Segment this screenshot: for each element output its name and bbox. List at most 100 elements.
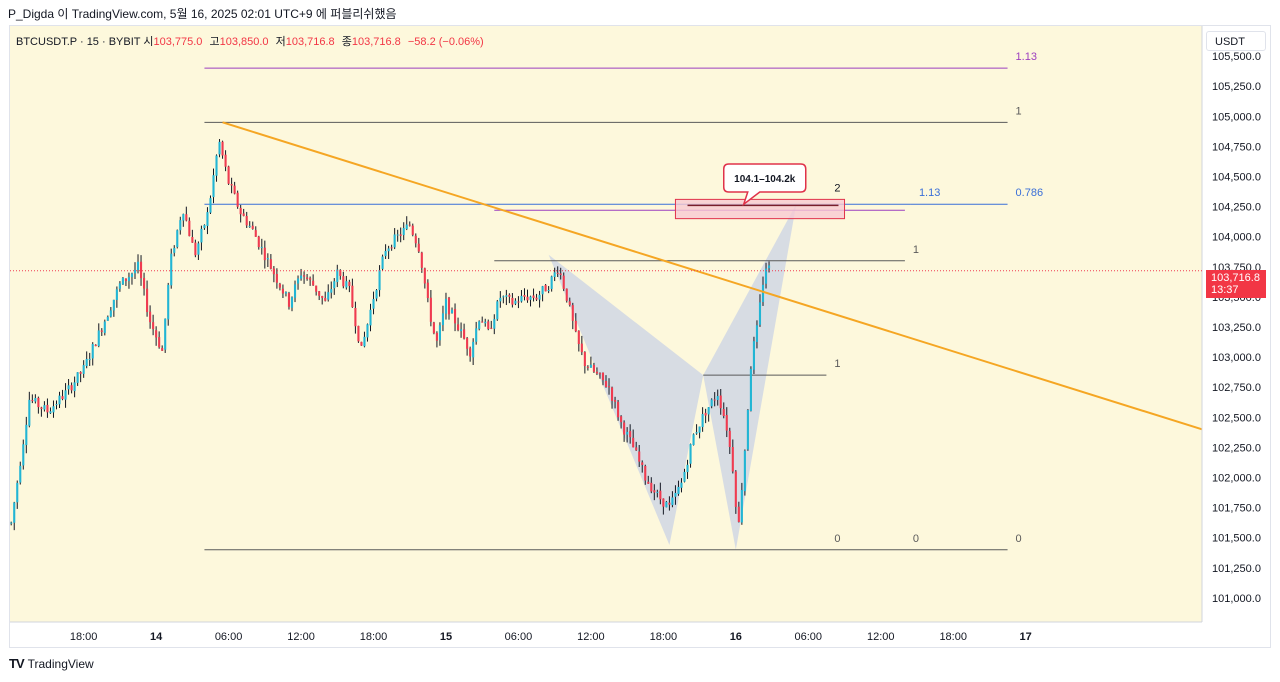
candle-down bbox=[571, 305, 574, 321]
candle-down bbox=[429, 297, 432, 322]
candle-down bbox=[269, 259, 272, 269]
candle-up bbox=[484, 321, 487, 324]
candle-up bbox=[345, 281, 348, 288]
candle-up bbox=[743, 450, 746, 492]
candle-up bbox=[218, 141, 221, 155]
close-value: 103,716.8 bbox=[351, 36, 401, 48]
candle-up bbox=[127, 277, 131, 282]
candle-up bbox=[472, 341, 475, 358]
candle-down bbox=[601, 372, 605, 381]
candle-up bbox=[67, 385, 70, 390]
candle-down bbox=[315, 285, 318, 292]
candle-up bbox=[25, 424, 28, 446]
candle-up bbox=[64, 390, 67, 400]
candle-down bbox=[511, 297, 514, 305]
y-tick-label: 104,500.0 bbox=[1212, 172, 1261, 184]
symbol-name: BTCUSDT.P · 15 · BYBIT bbox=[16, 36, 141, 48]
candle-down bbox=[339, 269, 342, 276]
candle-up bbox=[133, 269, 137, 274]
high-value: 103,850.0 bbox=[219, 36, 269, 48]
candle-up bbox=[19, 465, 22, 483]
candle-up bbox=[179, 220, 182, 231]
candle-up bbox=[209, 198, 212, 213]
candle-up bbox=[82, 365, 85, 374]
x-tick-label: 12:00 bbox=[867, 631, 895, 643]
candle-down bbox=[719, 395, 722, 409]
candle-up bbox=[764, 268, 768, 284]
candle-down bbox=[31, 400, 34, 402]
candle-up bbox=[333, 281, 336, 289]
candle-down bbox=[632, 437, 635, 448]
candle-down bbox=[635, 447, 638, 451]
bar-countdown: 13:37 bbox=[1211, 284, 1239, 296]
footer-brand[interactable]: TV TradingView bbox=[9, 656, 94, 671]
candle-up bbox=[626, 431, 629, 435]
candle-up bbox=[589, 364, 592, 368]
candle-down bbox=[251, 225, 254, 229]
candle-down bbox=[517, 301, 520, 303]
candle-up bbox=[740, 490, 743, 523]
candle-up bbox=[405, 224, 408, 230]
candle-down bbox=[426, 282, 429, 299]
currency-button[interactable]: USDT bbox=[1206, 31, 1266, 51]
candle-up bbox=[478, 321, 481, 329]
candle-down bbox=[321, 295, 324, 298]
candle-down bbox=[490, 327, 493, 329]
candle-up bbox=[677, 486, 680, 494]
candle-up bbox=[206, 212, 209, 226]
brand-name: TradingView bbox=[27, 656, 94, 671]
candle-down bbox=[580, 343, 583, 353]
candle-down bbox=[532, 295, 535, 298]
candle-down bbox=[306, 277, 309, 279]
candle-down bbox=[728, 430, 731, 448]
candle-up bbox=[547, 290, 550, 292]
candle-up bbox=[167, 284, 170, 320]
candle-down bbox=[568, 301, 571, 306]
candle-up bbox=[520, 295, 523, 302]
candle-up bbox=[369, 309, 372, 326]
candle-down bbox=[457, 324, 460, 331]
candle-up bbox=[299, 275, 303, 279]
candle-down bbox=[523, 294, 526, 297]
candle-up bbox=[366, 324, 369, 338]
candle-down bbox=[185, 214, 188, 221]
candle-down bbox=[420, 252, 423, 268]
symbol-legend[interactable]: BTCUSDT.P · 15 · BYBIT 시103,775.0 고103,8… bbox=[16, 33, 488, 49]
candle-down bbox=[37, 397, 40, 408]
candle-down bbox=[668, 502, 671, 505]
candle-down bbox=[61, 396, 64, 400]
candle-down bbox=[526, 296, 529, 301]
pattern-xab-triangle bbox=[548, 254, 704, 545]
candle-down bbox=[614, 400, 617, 402]
candle-up bbox=[686, 464, 689, 473]
candle-up bbox=[85, 358, 88, 367]
candle-down bbox=[233, 185, 236, 194]
target-callout-label: 104.1–104.2k bbox=[734, 174, 796, 185]
y-tick-label: 101,500.0 bbox=[1212, 533, 1261, 545]
x-tick-label: 15 bbox=[440, 631, 452, 643]
candle-down bbox=[565, 288, 568, 301]
candle-up bbox=[550, 276, 553, 289]
candle-down bbox=[278, 283, 281, 288]
candle-up bbox=[248, 225, 251, 227]
candle-down bbox=[142, 278, 146, 289]
candle-down bbox=[239, 207, 242, 215]
candle-up bbox=[393, 234, 396, 248]
candle-up bbox=[671, 497, 674, 506]
candle-down bbox=[577, 330, 580, 345]
x-tick-label: 18:00 bbox=[650, 631, 678, 643]
candle-up bbox=[375, 290, 378, 299]
candle-up bbox=[260, 246, 263, 248]
candle-up bbox=[363, 336, 366, 347]
candle-down bbox=[275, 274, 278, 283]
candle-up bbox=[336, 269, 339, 283]
y-tick-label: 102,750.0 bbox=[1212, 382, 1261, 394]
candle-up bbox=[97, 330, 100, 346]
candle-down bbox=[161, 348, 164, 351]
candle-down bbox=[574, 320, 577, 332]
candle-up bbox=[197, 243, 200, 255]
target-callout-bubble bbox=[723, 163, 807, 207]
candle-up bbox=[76, 372, 79, 383]
candle-down bbox=[629, 431, 632, 438]
